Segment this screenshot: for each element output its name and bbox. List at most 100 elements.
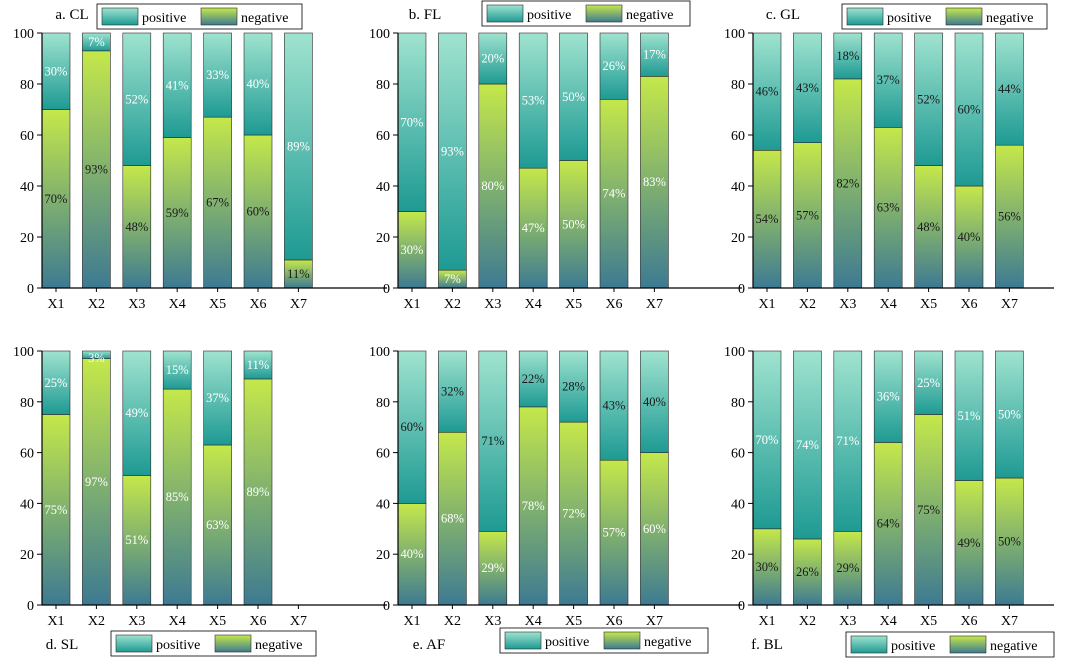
data-label-positive: 7% <box>88 35 105 49</box>
bar-negative <box>954 480 984 606</box>
data-label-positive: 93% <box>441 145 464 159</box>
bar-negative <box>559 421 588 606</box>
y-tick-label: 40 <box>376 180 390 195</box>
legend: positive negative <box>481 0 691 27</box>
bar-positive <box>752 32 782 151</box>
bar-positive <box>873 350 903 443</box>
y-tick-label: 60 <box>731 447 745 462</box>
data-label-negative: 83% <box>643 175 666 189</box>
data-label-negative: 57% <box>796 208 819 222</box>
chart-panel-1: 70% 30% X1 93% 7% X2 48% 52% X3 59% 41% X4 67% 33% X5 6… <box>13 3 387 312</box>
x-tick-label: X5 <box>209 297 226 312</box>
bar-positive <box>640 350 669 453</box>
legend: positive negative <box>96 3 303 30</box>
legend-label-negative: negative <box>990 639 1037 654</box>
data-label-negative: 51% <box>125 533 148 547</box>
data-label-negative: 26% <box>796 565 819 579</box>
data-label-negative: 93% <box>85 162 108 176</box>
legend-label-positive: positive <box>545 635 589 650</box>
x-tick-label: X7 <box>1001 614 1018 629</box>
y-tick-label: 80 <box>376 396 390 411</box>
data-label-negative: 72% <box>562 507 585 521</box>
x-tick-label: X5 <box>565 297 582 312</box>
data-label-negative: 30% <box>401 243 424 257</box>
data-label-positive: 22% <box>522 372 545 386</box>
data-label-negative: 75% <box>45 503 68 517</box>
data-label-positive: 17% <box>643 48 666 62</box>
y-tick-label: 100 <box>369 345 390 360</box>
bar-negative <box>438 431 467 606</box>
bar-positive <box>478 350 508 532</box>
data-label-negative: 49% <box>958 536 981 550</box>
y-tick-label: 0 <box>738 599 745 614</box>
bar-positive <box>82 350 111 359</box>
y-tick-label: 40 <box>376 497 390 512</box>
bar-negative <box>914 165 943 289</box>
data-label-positive: 28% <box>562 380 585 394</box>
legend-label-negative: negative <box>644 635 691 650</box>
x-tick-label: X2 <box>444 614 461 629</box>
legend-swatch-positive <box>846 7 884 26</box>
bar-negative <box>793 538 822 606</box>
bar-positive <box>518 32 548 169</box>
data-label-positive: 71% <box>481 434 504 448</box>
y-tick-label: 20 <box>20 231 34 246</box>
legend-label-positive: positive <box>527 8 571 23</box>
x-tick-label: X7 <box>290 297 307 312</box>
data-label-positive: 15% <box>166 363 189 377</box>
x-tick-label: X1 <box>403 614 420 629</box>
x-tick-label: X4 <box>525 614 542 629</box>
y-tick-label: 60 <box>376 447 390 462</box>
bar-negative <box>599 99 629 289</box>
data-label-negative: 82% <box>836 176 859 190</box>
legend-swatch-negative <box>214 634 252 653</box>
bar-positive <box>518 350 548 408</box>
bar-negative <box>284 259 313 289</box>
data-label-positive: 52% <box>125 92 148 106</box>
data-label-negative: 74% <box>603 187 626 201</box>
y-tick-label: 60 <box>20 447 34 462</box>
chart-title: f. BL <box>751 637 783 653</box>
chart-panel-5: 40% 60% X1 68% 32% X2 29% 71% X3 78% 22% X4 72% 28% X5… <box>369 345 742 654</box>
data-label-negative: 56% <box>998 210 1021 224</box>
bar-positive <box>954 350 984 481</box>
data-label-negative: 97% <box>85 475 108 489</box>
x-tick-label: X6 <box>960 614 977 629</box>
data-label-negative: 57% <box>603 526 626 540</box>
bar-positive <box>752 350 782 530</box>
legend-label-positive: positive <box>142 11 186 26</box>
bar-positive <box>284 32 313 261</box>
bar-positive <box>162 350 192 390</box>
bar-negative <box>640 76 669 289</box>
data-label-positive: 71% <box>836 434 859 448</box>
data-label-positive: 32% <box>441 385 464 399</box>
bar-positive <box>438 350 467 433</box>
data-label-negative: 47% <box>522 221 545 235</box>
bar-positive <box>478 32 508 85</box>
bar-positive <box>122 350 152 476</box>
bar-negative <box>640 452 669 606</box>
y-tick-label: 80 <box>731 396 745 411</box>
data-label-negative: 78% <box>522 499 545 513</box>
y-tick-label: 0 <box>27 282 34 297</box>
legend-label-positive: positive <box>891 639 935 654</box>
x-tick-label: X7 <box>646 297 663 312</box>
bar-negative <box>41 109 71 289</box>
bar-negative <box>833 531 863 606</box>
y-tick-label: 0 <box>738 282 745 297</box>
y-tick-label: 20 <box>20 548 34 563</box>
x-tick-label: X5 <box>920 297 937 312</box>
bar-negative <box>478 531 508 606</box>
legend-swatch-positive <box>115 634 153 653</box>
bar-positive <box>873 32 903 128</box>
bar-negative <box>203 116 232 289</box>
legend: positive negative <box>110 630 317 657</box>
bar-negative <box>873 442 903 606</box>
data-label-positive: 46% <box>756 85 779 99</box>
y-tick-label: 40 <box>731 180 745 195</box>
bar-negative <box>833 78 863 289</box>
data-label-positive: 30% <box>45 64 68 78</box>
bar-positive <box>793 32 822 143</box>
x-tick-label: X5 <box>565 614 582 629</box>
